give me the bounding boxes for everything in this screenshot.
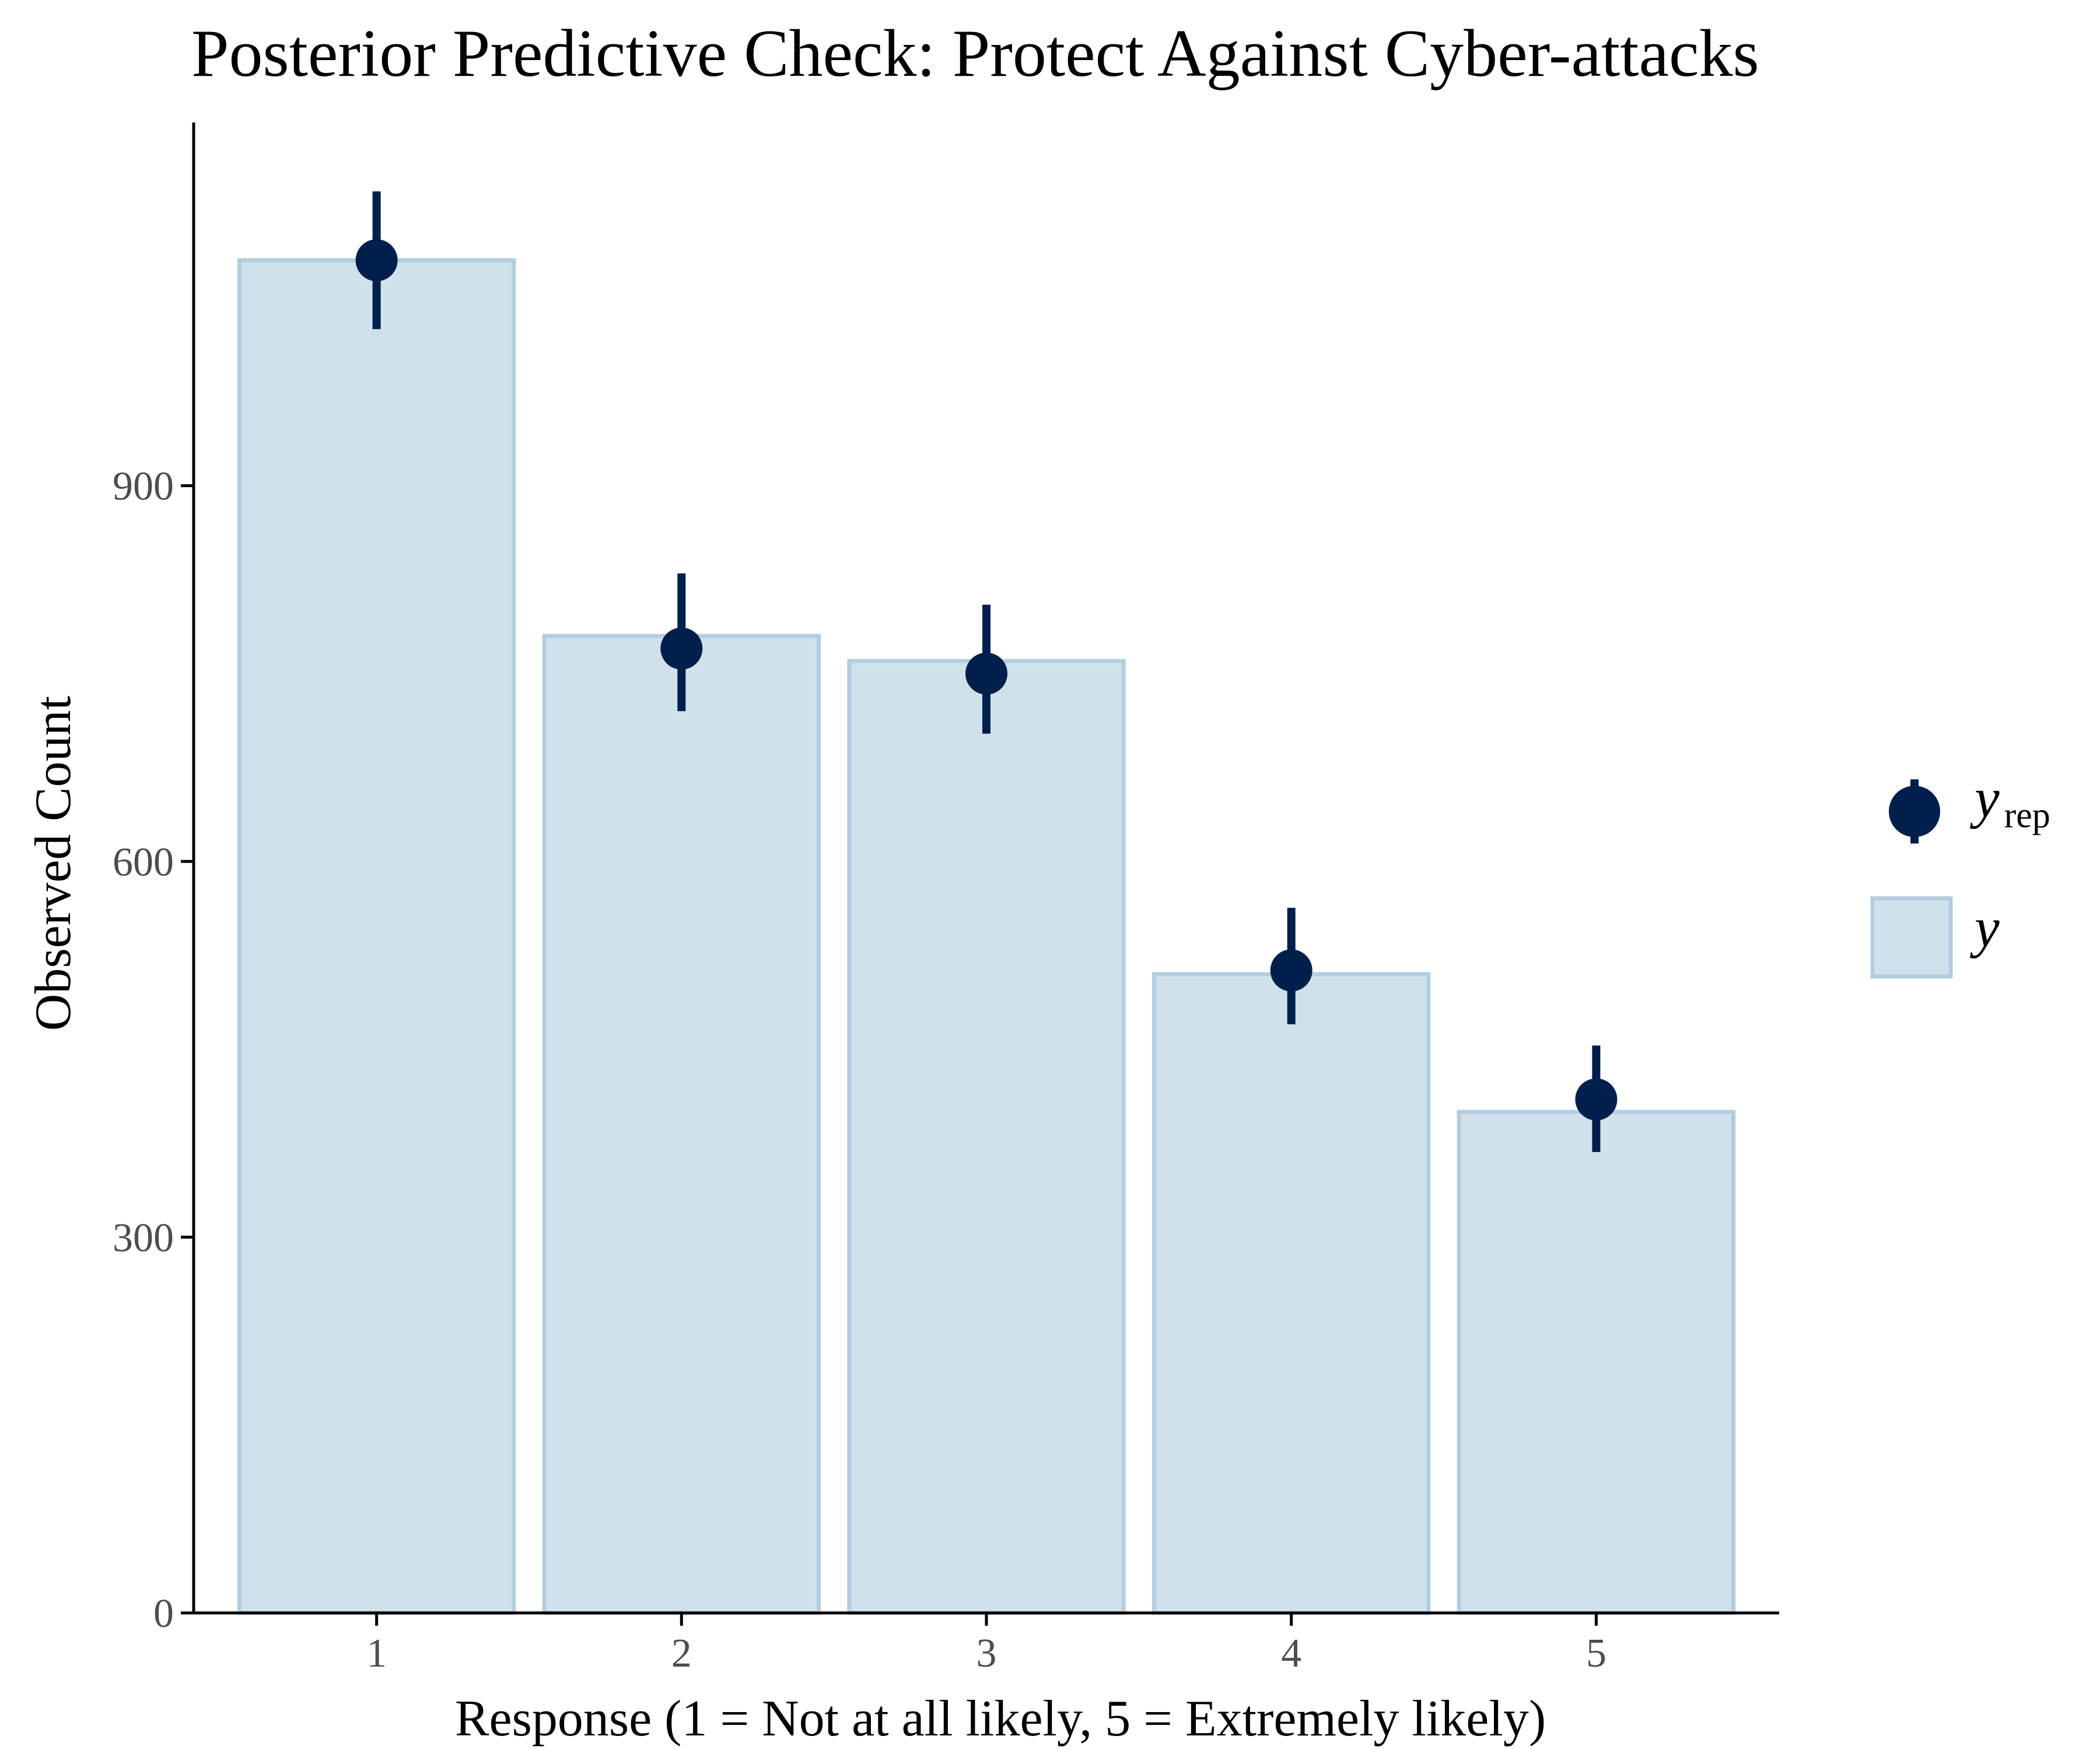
legend-yrep-subscript: rep <box>2004 796 2050 835</box>
y-tick-label-0: 0 <box>153 1591 174 1636</box>
yrep-point-1 <box>355 239 398 282</box>
yrep-point-2 <box>660 627 703 670</box>
bar-y-3 <box>847 659 1126 1615</box>
x-tick-label-4: 4 <box>1281 1631 1301 1676</box>
x-tick-label-3: 3 <box>977 1631 997 1676</box>
x-tick-label-5: 5 <box>1586 1631 1606 1676</box>
legend-y-swatch <box>1870 896 1953 979</box>
legend-yrep-label: y rep <box>1969 766 2050 835</box>
x-axis-title: Response (1 = Not at all likely, 5 = Ext… <box>455 1690 1546 1747</box>
legend: y rep y <box>1870 766 2050 979</box>
bar-y-5 <box>1457 1110 1736 1615</box>
x-tick-label-2: 2 <box>671 1631 692 1676</box>
yrep-point-5 <box>1575 1078 1618 1121</box>
plot-area <box>237 191 1736 1615</box>
bar-y-1 <box>237 258 516 1615</box>
y-axis-title: Observed Count <box>25 696 82 1031</box>
bar-y-4 <box>1152 972 1431 1615</box>
yrep-point-4 <box>1270 949 1312 992</box>
x-tick-label-1: 1 <box>366 1631 387 1676</box>
legend-yrep-point <box>1889 786 1940 837</box>
bar-y-2 <box>542 634 821 1615</box>
y-tick-label-900: 900 <box>113 464 174 509</box>
yrep-point-3 <box>965 652 1007 695</box>
legend-y-label: y <box>1969 896 2000 958</box>
chart-title: Posterior Predictive Check: Protect Agai… <box>191 16 1759 91</box>
y-tick-label-600: 600 <box>113 840 174 885</box>
axes: 0 300 600 900 1 2 3 4 5 <box>113 123 1779 1676</box>
y-tick-label-300: 300 <box>113 1216 174 1261</box>
